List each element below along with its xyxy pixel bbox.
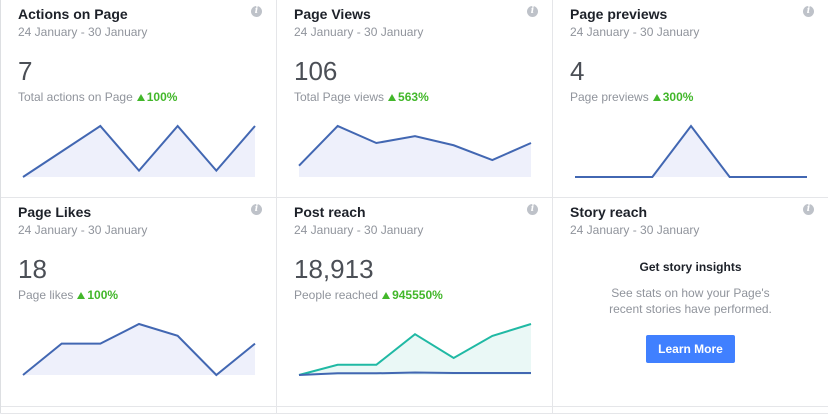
card-title: Story reach: [570, 204, 648, 220]
sparkline-line: [298, 124, 532, 167]
info-icon[interactable]: i: [251, 204, 262, 215]
sparkline-line: [22, 322, 256, 377]
card-actions-on-page[interactable]: Actions on Page 24 January - 30 January i 7…: [1, 0, 277, 198]
metric-label: Total Page views: [294, 90, 385, 104]
sparkline-line: [298, 323, 532, 376]
card-title: Page previews: [570, 6, 668, 22]
metric-value: 106: [294, 56, 338, 86]
story-heading: Get story insights: [639, 260, 742, 274]
sparkline-area: [23, 324, 255, 375]
sparkline-chart: [298, 124, 532, 177]
triangle-up-icon: [77, 292, 86, 299]
metric-label: Page previews: [570, 90, 649, 104]
metric-value: 7: [18, 56, 33, 86]
sparkline-area: [23, 126, 255, 177]
card-page-likes[interactable]: Page Likes 24 January - 30 January i 18 Page…: [1, 198, 277, 407]
metric-subtitle: Page previews 300%: [570, 90, 828, 104]
card-story-reach: Story reach 24 January - 30 January i Ge…: [553, 198, 828, 407]
triangle-up-icon: [388, 94, 397, 101]
sparkline-secondary-line: [298, 371, 531, 376]
card-title: Page Likes: [18, 204, 92, 220]
info-icon[interactable]: i: [527, 6, 538, 17]
metric-label: Page likes: [18, 288, 74, 302]
metric-label: Total actions on Page: [18, 90, 133, 104]
learn-more-button[interactable]: Learn More: [646, 335, 735, 363]
sparkline-line: [575, 124, 807, 178]
metric-change: 563%: [398, 90, 429, 104]
story-insights-promo: Get story insights See stats on how your…: [570, 260, 828, 363]
card-title: Actions on Page: [18, 6, 128, 22]
sparkline-area: [299, 126, 531, 177]
sparkline-line: [22, 124, 256, 178]
triangle-up-icon: [652, 94, 661, 101]
metric-value: 18: [18, 254, 47, 284]
metric-change: 945550%: [392, 288, 443, 302]
card-post-reach[interactable]: Post reach 24 January - 30 January i 18,913…: [277, 198, 553, 407]
metric-subtitle: Page likes 100%: [18, 288, 276, 302]
card-date-range: 24 January - 30 January: [570, 223, 700, 237]
info-icon[interactable]: i: [803, 204, 814, 215]
metric-value: 4: [570, 56, 585, 86]
sparkline-chart: [298, 323, 532, 376]
info-icon[interactable]: i: [251, 6, 262, 17]
card-date-range: 24 January - 30 January: [18, 25, 148, 39]
sparkline-area: [299, 324, 531, 375]
card-date-range: 24 January - 30 January: [294, 25, 424, 39]
metric-label: People reached: [294, 288, 379, 302]
metric-change: 100%: [87, 288, 119, 302]
card-page-previews[interactable]: Page previews 24 January - 30 January i 4 Pa…: [553, 0, 828, 198]
card-title: Page Views: [294, 6, 371, 22]
card-date-range: 24 January - 30 January: [18, 223, 148, 237]
sparkline-area: [575, 126, 807, 177]
metric-change: 300%: [662, 90, 694, 104]
metric-change: 100%: [146, 90, 178, 104]
info-icon[interactable]: i: [803, 6, 814, 17]
triangle-up-icon: [382, 292, 391, 299]
card-title: Post reach: [294, 204, 366, 220]
metric-subtitle: Total actions on Page 100%: [18, 90, 276, 104]
metric-subtitle: People reached 945550%: [294, 288, 552, 302]
card-date-range: 24 January - 30 January: [294, 223, 424, 237]
sparkline-chart: [575, 124, 807, 178]
card-date-range: 24 January - 30 January: [570, 25, 700, 39]
sparkline-chart: [22, 124, 256, 178]
card-page-views[interactable]: Page Views 24 January - 30 January i 106 Tot…: [277, 0, 553, 198]
sparkline-chart: [22, 322, 256, 377]
info-icon[interactable]: i: [527, 204, 538, 215]
triangle-up-icon: [136, 94, 145, 101]
story-description: See stats on how your Page's recent stor…: [609, 286, 772, 316]
metric-value: 18,913: [294, 254, 374, 284]
metric-subtitle: Total Page views 563%: [294, 90, 552, 104]
